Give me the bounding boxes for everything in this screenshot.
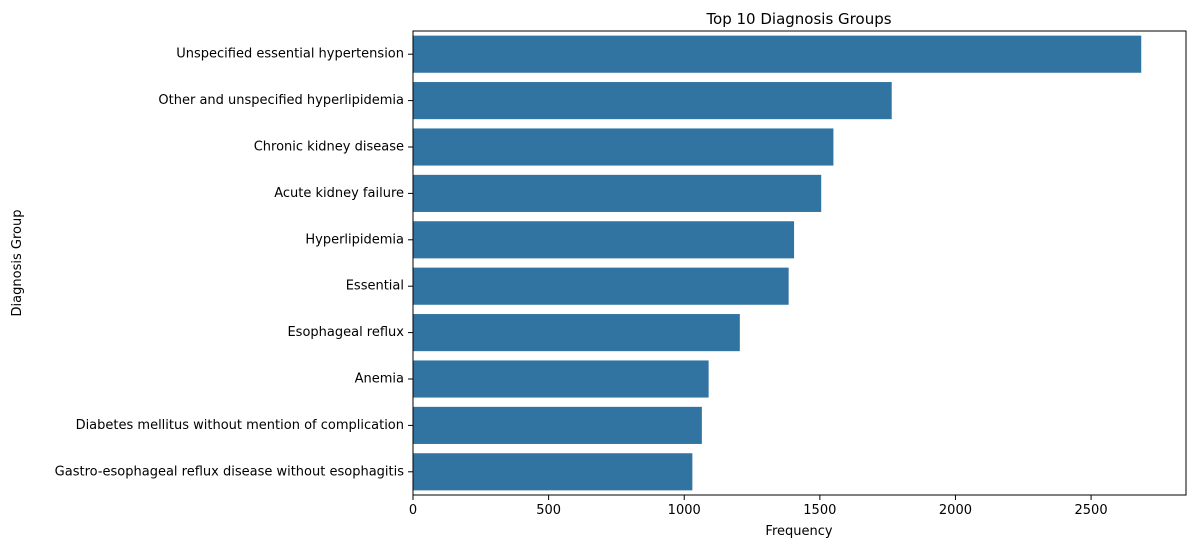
y-tick-label: Gastro-esophageal reflux disease without… [55, 464, 405, 479]
y-tick-label: Hyperlipidemia [305, 232, 404, 247]
y-tick-label: Acute kidney failure [274, 186, 404, 201]
y-tick-label: Chronic kidney disease [254, 140, 404, 155]
y-tick-label: Diabetes mellitus without mention of com… [76, 418, 404, 433]
plot-frame [412, 30, 1187, 496]
y-ticks-layer: Unspecified essential hypertension Other … [55, 47, 413, 479]
x-ticks-layer: 0 500 1000 1500 2000 2500 [409, 495, 1108, 518]
y-tick-label: Esophageal reflux [287, 325, 404, 340]
bar [413, 406, 702, 444]
bar [413, 35, 1142, 73]
x-tick-label: 1500 [803, 503, 836, 518]
bar [413, 267, 789, 305]
y-axis-label: Diagnosis Group [10, 210, 25, 317]
y-tick-label: Anemia [355, 372, 404, 387]
x-tick-label: 2500 [1075, 503, 1108, 518]
y-tick-label: Unspecified essential hypertension [176, 47, 404, 62]
bar [413, 82, 892, 120]
bar [413, 360, 709, 398]
x-axis-label: Frequency [765, 524, 832, 539]
bar [413, 221, 795, 259]
x-tick-label: 500 [536, 503, 561, 518]
bar [413, 174, 822, 212]
bar [413, 453, 693, 491]
y-tick-label: Essential [346, 279, 404, 294]
x-tick-label: 1000 [668, 503, 701, 518]
bars-layer [413, 35, 1142, 491]
bar [413, 314, 740, 352]
chart-title: Top 10 Diagnosis Groups [705, 10, 891, 28]
bar [413, 128, 834, 166]
y-tick-label: Other and unspecified hyperlipidemia [158, 93, 404, 108]
x-tick-label: 0 [409, 503, 417, 518]
x-tick-label: 2000 [939, 503, 972, 518]
